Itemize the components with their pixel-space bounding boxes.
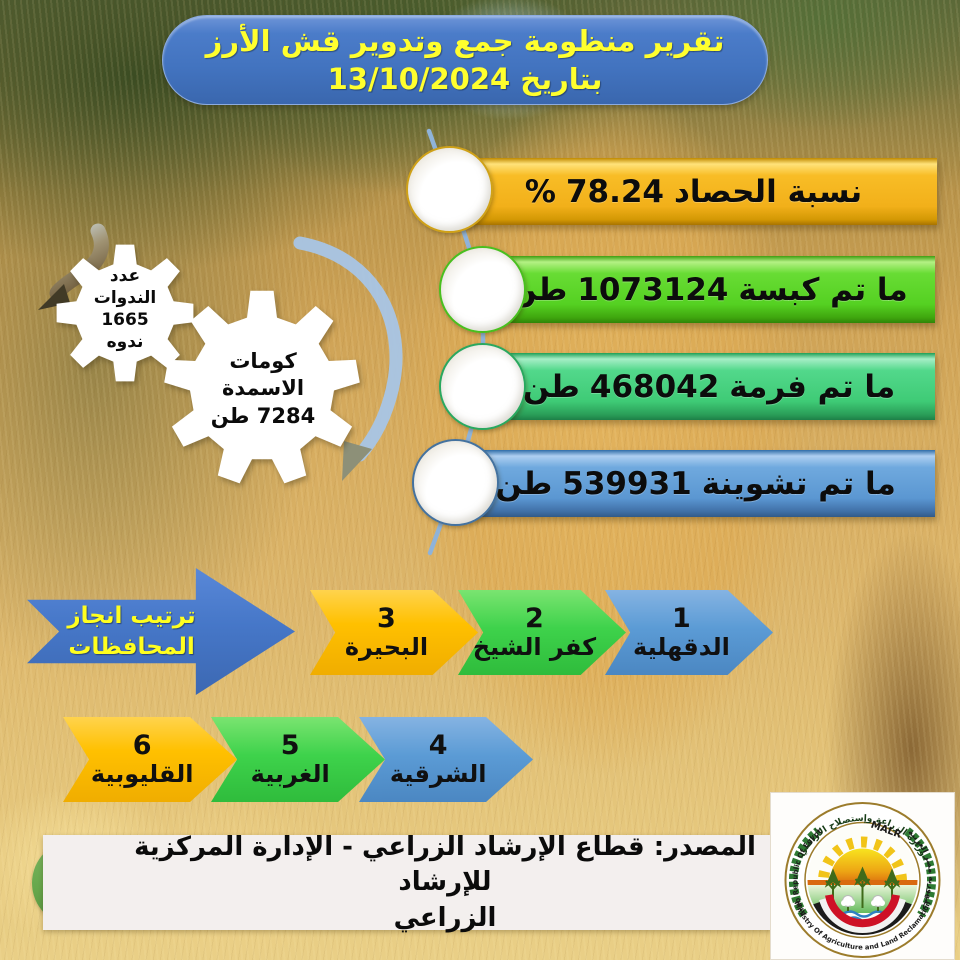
sun-icon [830,848,895,881]
seminars-gear-label: عدد الندوات 1665 ندوه [93,266,157,353]
stat-harvest-circle [406,146,493,233]
stat-baled-text: ما تم كبسة 1073124 طن [510,271,908,308]
stat-chopped-bar: ما تم فرمة 468042 طن [483,353,935,420]
cotton-icons [841,895,885,911]
stat-chopped-text: ما تم فرمة 468042 طن [522,368,896,405]
report-title-banner: تقرير منظومة جمع وتدوير قش الأرز بتاريخ … [162,15,768,105]
malr-logo: وزارة الزراعة وإستصلاح الأراضي Arab Repu… [770,792,955,960]
laurel-left [788,827,821,918]
cycle-arc-arrowhead [342,441,372,481]
cycle-arc-arrow [293,236,403,462]
ranking-header-text: ترتيب انجاز المحافظات [67,603,196,660]
malr-logo-emblem: وزارة الزراعة وإستصلاح الأراضي Arab Repu… [784,802,941,958]
stat-stored-bar: ما تم تشوينة 539931 طن [456,450,935,517]
seminars-gear-icon [56,244,194,382]
source-bar [43,835,772,930]
stat-harvest-bar: نسبة الحصاد 78.24% [450,158,937,225]
source-text: المصدر: قطاع الإرشاد الزراعي - الإدارة ا… [134,832,756,933]
laurel-right [904,827,937,918]
stat-stored-text: ما تم تشوينة 539931 طن [495,465,896,502]
logo-scene [807,825,918,935]
stat-harvest-text: نسبة الحصاد 78.24% [524,173,863,210]
stat-baled-bar: ما تم كبسة 1073124 طن [483,256,935,323]
stat-stored-circle [412,439,499,526]
report-title-line2: بتاريخ 13/10/2024 [327,62,603,96]
flag-ribbon [812,894,913,935]
stat-baled-circle [439,246,526,333]
stat-chopped-circle [439,343,526,430]
sun-rays [818,836,907,881]
report-title-line1: تقرير منظومة جمع وتدوير قش الأرز [205,23,725,58]
compost-gear-icon [164,290,360,484]
compost-gear-label: كومات الاسمدة 7284 طن [210,349,316,428]
